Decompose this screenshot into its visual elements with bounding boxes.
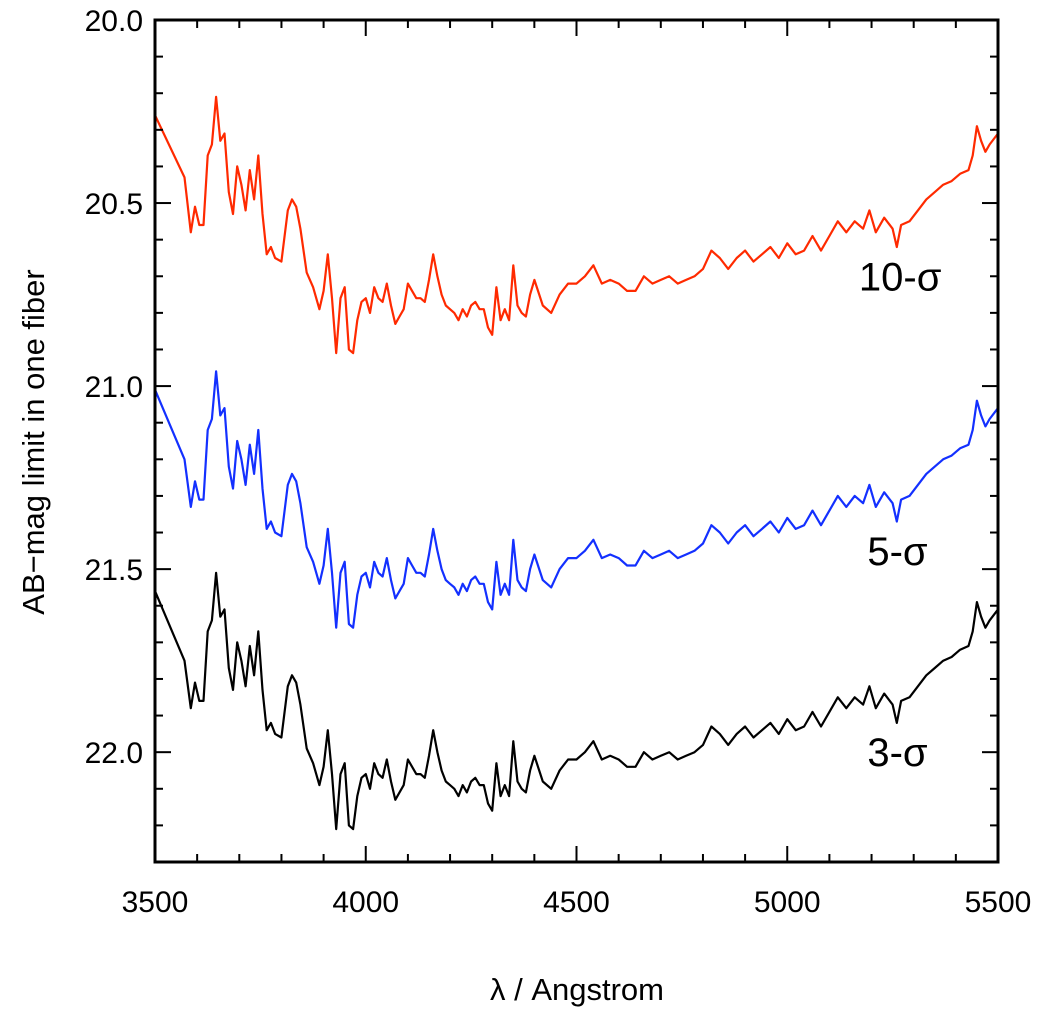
x-tick-label: 5500 — [965, 886, 1032, 919]
y-tick-label: 20.0 — [85, 5, 143, 38]
series-line-2 — [153, 571, 1000, 831]
series-line-0 — [153, 95, 1000, 355]
x-tick-label: 4500 — [543, 886, 610, 919]
y-tick-label: 21.5 — [85, 554, 143, 587]
series-label: 10-σ — [859, 255, 942, 299]
series-label: 3-σ — [867, 731, 928, 775]
axes-layer — [153, 18, 1000, 864]
series-label: 5-σ — [867, 530, 928, 574]
y-tick-label: 22.0 — [85, 737, 143, 770]
x-axis-title: λ / Angstrom — [490, 972, 664, 1007]
series-line-1 — [153, 370, 1000, 629]
x-tick-label: 5000 — [754, 886, 821, 919]
y-tick-label: 21.0 — [85, 371, 143, 404]
x-tick-label: 4000 — [332, 886, 399, 919]
series-layer — [153, 95, 1000, 831]
x-tick-label: 3500 — [122, 886, 189, 919]
y-axis-title: AB−mag limit in one fiber — [16, 269, 51, 614]
label-layer: 3500 4000 4500 5000 5500 20.0 20.5 21.0 21.5 22.0… — [85, 5, 1032, 919]
y-tick-label: 20.5 — [85, 188, 143, 221]
